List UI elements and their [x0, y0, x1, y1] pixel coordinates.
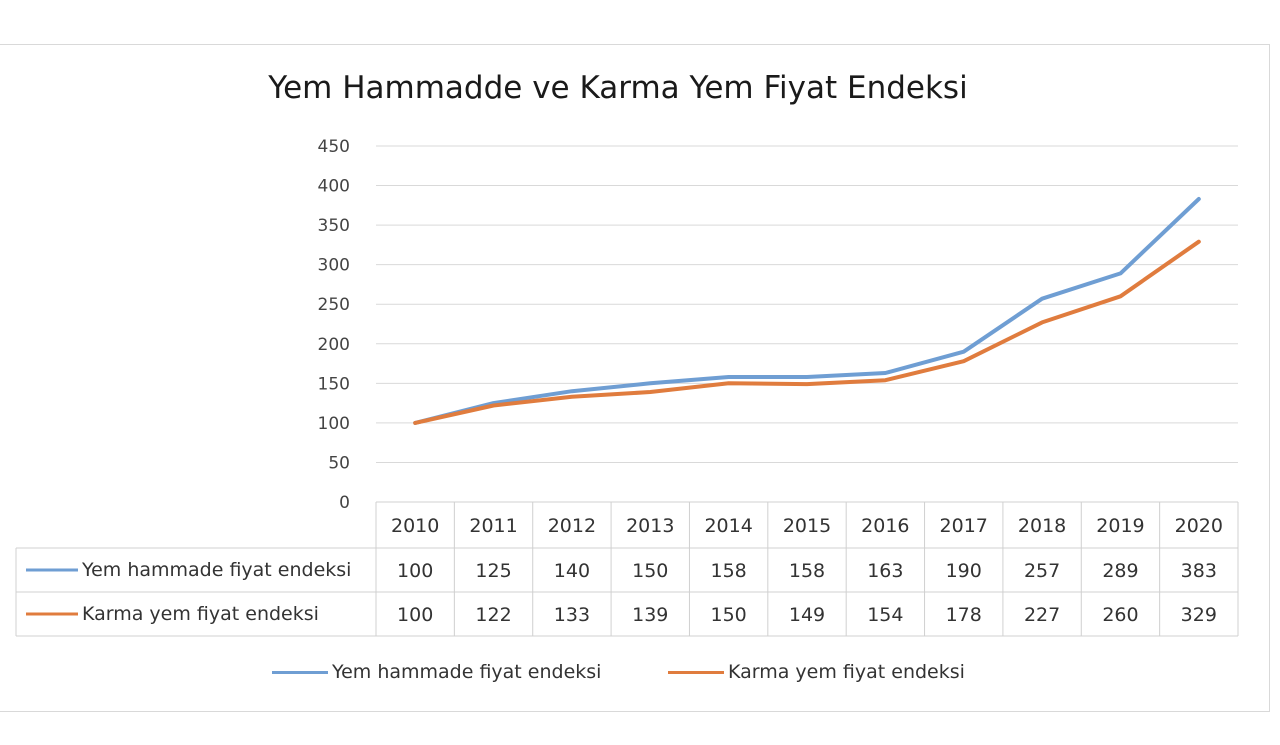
data-label: 125	[475, 560, 511, 582]
data-point	[1197, 240, 1201, 244]
data-label: 150	[711, 604, 747, 626]
x-tick-label: 2015	[783, 515, 831, 537]
y-tick-label: 250	[318, 295, 350, 315]
data-point	[1118, 271, 1122, 275]
data-label: 260	[1102, 604, 1138, 626]
y-tick-label: 350	[318, 216, 350, 236]
data-label: 257	[1024, 560, 1060, 582]
x-tick-label: 2010	[391, 515, 439, 537]
data-label: 149	[789, 604, 825, 626]
legend-label: Yem hammade fiyat endeksi	[332, 661, 602, 683]
data-label: 227	[1024, 604, 1060, 626]
data-point	[962, 350, 966, 354]
legend-label: Karma yem fiyat endeksi	[728, 661, 965, 683]
y-tick-label: 400	[318, 177, 350, 197]
data-label: 154	[867, 604, 903, 626]
data-label: 158	[711, 560, 747, 582]
data-label: 383	[1181, 560, 1217, 582]
y-tick-label: 300	[318, 256, 350, 276]
x-tick-label: 2018	[1018, 515, 1066, 537]
y-tick-label: 150	[318, 374, 350, 394]
legend: Yem hammade fiyat endeksi Karma yem fiyat…	[0, 658, 1280, 686]
data-label: 178	[946, 604, 982, 626]
data-point	[1197, 197, 1201, 201]
data-label: 122	[475, 604, 511, 626]
y-tick-label: 450	[318, 137, 350, 157]
legend-item: Yem hammade fiyat endeksi	[272, 658, 601, 686]
data-label: 150	[632, 560, 668, 582]
x-tick-label: 2013	[626, 515, 674, 537]
y-tick-label: 50	[328, 453, 350, 473]
data-label: 100	[397, 604, 433, 626]
x-tick-label: 2020	[1175, 515, 1223, 537]
data-table: 2010 2011 2012 2013 2014 2015 2016 2017 2018 2019…	[15, 501, 1239, 637]
data-label: 140	[554, 560, 590, 582]
data-label: 190	[946, 560, 982, 582]
data-point	[570, 389, 574, 393]
data-label: 158	[789, 560, 825, 582]
y-tick-label: 0	[339, 493, 350, 513]
x-tick-label: 2012	[548, 515, 596, 537]
data-point	[883, 371, 887, 375]
chart-frame	[0, 44, 1270, 712]
data-point	[1040, 297, 1044, 301]
x-tick-label: 2011	[469, 515, 517, 537]
data-point	[648, 381, 652, 385]
data-point	[1040, 320, 1044, 324]
x-tick-label: 2017	[940, 515, 988, 537]
y-axis: 0 50 100 150 200 250 300 350 400 450	[318, 137, 350, 513]
x-tick-label: 2014	[704, 515, 752, 537]
data-point	[570, 395, 574, 399]
data-label: 329	[1181, 604, 1217, 626]
x-tick-label: 2016	[861, 515, 909, 537]
series-row-label: Karma yem fiyat endeksi	[82, 603, 319, 625]
data-point	[413, 421, 417, 425]
data-point	[805, 375, 809, 379]
data-label: 100	[397, 560, 433, 582]
data-point	[1118, 294, 1122, 298]
data-point	[883, 378, 887, 382]
data-point	[492, 403, 496, 407]
data-label: 163	[867, 560, 903, 582]
legend-swatch	[668, 670, 724, 674]
y-tick-label: 200	[318, 335, 350, 355]
series-lines	[413, 197, 1201, 425]
chart-title: Yem Hammadde ve Karma Yem Fiyat Endeksi	[268, 70, 968, 106]
gridlines	[376, 145, 1238, 503]
legend-swatch	[272, 670, 328, 674]
data-point	[727, 375, 731, 379]
series-row-label: Yem hammade fiyat endeksi	[81, 559, 351, 581]
legend-item: Karma yem fiyat endeksi	[668, 658, 965, 686]
y-tick-label: 100	[318, 414, 350, 434]
data-point	[727, 381, 731, 385]
x-tick-label: 2019	[1096, 515, 1144, 537]
data-label: 139	[632, 604, 668, 626]
data-label: 133	[554, 604, 590, 626]
data-point	[962, 359, 966, 363]
data-point	[648, 390, 652, 394]
data-label: 289	[1102, 560, 1138, 582]
data-point	[805, 382, 809, 386]
